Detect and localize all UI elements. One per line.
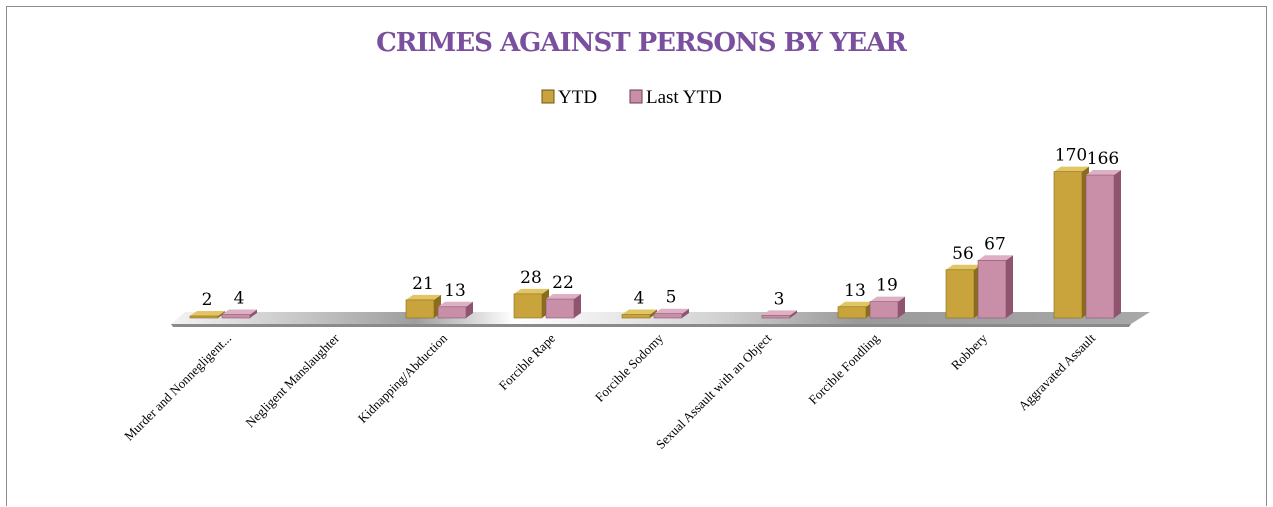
bar-side <box>250 309 257 318</box>
value-label-ytd-forcible-fondling: 13 <box>844 281 866 301</box>
bar-side <box>790 310 797 318</box>
category-label-murder-and-nonnegligent: Murder and Nonnegligent... <box>121 331 234 444</box>
bar-top <box>406 294 441 300</box>
bar-top <box>1086 170 1121 176</box>
bar-last-ytd-sexual-assault-with-an-object <box>761 310 797 319</box>
bar-ytd-forcible-sodomy <box>621 309 657 319</box>
bar-front <box>437 306 467 319</box>
bar-top <box>546 294 581 300</box>
chart-title: CRIMES AGAINST PERSONS BY YEAR <box>376 28 907 58</box>
floor-edge <box>171 324 1131 327</box>
bar-top <box>838 301 873 307</box>
bar-last-ytd-forcible-fondling <box>869 296 905 319</box>
bars <box>189 166 1121 319</box>
bar-side <box>1006 255 1013 318</box>
bar-front <box>1053 171 1083 319</box>
bar-side <box>650 309 657 318</box>
bar-top <box>870 296 905 302</box>
bar-last-ytd-murder-and-nonnegligent <box>221 309 257 319</box>
bar-top <box>946 264 981 270</box>
value-label-last-ytd-forcible-fondling: 19 <box>876 276 898 296</box>
value-label-last-ytd-forcible-sodomy: 5 <box>666 288 677 308</box>
legend: YTD Last YTD <box>541 87 722 108</box>
value-label-last-ytd-sexual-assault-with-an-object: 3 <box>774 289 785 309</box>
bar-side <box>466 301 473 318</box>
legend-label-ytd: YTD <box>558 87 597 108</box>
legend-item-ytd: YTD <box>541 87 597 108</box>
legend-item-last-ytd: Last YTD <box>629 87 722 108</box>
value-label-last-ytd-robbery: 67 <box>984 234 1006 254</box>
bar-top <box>762 310 797 316</box>
bar-ytd-forcible-rape <box>513 288 549 319</box>
bar-top <box>978 255 1013 261</box>
legend-swatch-last-ytd <box>629 89 643 104</box>
category-label-kidnapping-abduction: Kidnapping/Abduction <box>355 330 451 426</box>
category-label-negligent-manslaughter: Negligent Manslaughter <box>242 330 342 430</box>
bar-front <box>405 299 435 319</box>
bar-side <box>574 294 581 318</box>
bar-front <box>869 301 899 319</box>
bar-side <box>682 308 689 318</box>
bar-last-ytd-forcible-sodomy <box>653 308 689 319</box>
bar-front <box>653 313 683 319</box>
category-label-forcible-fondling: Forcible Fondling <box>805 330 882 407</box>
bar-front <box>1085 174 1115 319</box>
bar-top <box>1054 166 1089 172</box>
bar-last-ytd-kidnapping-abduction <box>437 301 473 319</box>
category-label-forcible-rape: Forcible Rape <box>496 330 559 393</box>
value-label-ytd-kidnapping-abduction: 21 <box>412 274 434 294</box>
value-label-last-ytd-murder-and-nonnegligent: 4 <box>234 289 245 309</box>
category-label-robbery: Robbery <box>948 330 991 373</box>
bar-top <box>654 308 689 314</box>
bar-chart: CRIMES AGAINST PERSONS BY YEAR YTD Last … <box>121 28 1150 452</box>
value-label-last-ytd-forcible-rape: 22 <box>552 273 574 293</box>
value-label-ytd-forcible-rape: 28 <box>520 268 542 288</box>
bar-ytd-aggravated-assault <box>1053 166 1089 319</box>
bar-ytd-murder-and-nonnegligent <box>189 311 225 319</box>
category-label-sexual-assault-with-an-object: Sexual Assault with an Object <box>653 330 775 452</box>
value-label-last-ytd-aggravated-assault: 166 <box>1087 149 1119 169</box>
category-label-aggravated-assault: Aggravated Assault <box>1015 330 1098 413</box>
bar-side <box>218 311 225 318</box>
legend-label-last-ytd: Last YTD <box>646 87 722 108</box>
bar-front <box>761 315 791 319</box>
value-label-ytd-robbery: 56 <box>952 244 974 264</box>
legend-swatch-ytd <box>541 89 555 104</box>
chart-frame: CRIMES AGAINST PERSONS BY YEAR YTD Last … <box>6 6 1267 506</box>
bar-ytd-robbery <box>945 264 981 319</box>
bar-top <box>438 301 473 307</box>
bar-front <box>189 315 219 319</box>
bar-ytd-kidnapping-abduction <box>405 294 441 319</box>
bar-top <box>622 309 657 315</box>
bar-front <box>977 260 1007 319</box>
value-label-ytd-aggravated-assault: 170 <box>1055 146 1087 166</box>
bar-last-ytd-aggravated-assault <box>1085 170 1121 319</box>
value-label-last-ytd-kidnapping-abduction: 13 <box>444 281 466 301</box>
category-labels: Murder and Nonnegligent... Negligent Mans… <box>121 330 1098 452</box>
bar-side <box>898 296 905 318</box>
bar-ytd-forcible-fondling <box>837 301 873 319</box>
bar-front <box>513 293 543 319</box>
bar-top <box>222 309 257 315</box>
bar-front <box>221 314 251 319</box>
category-label-forcible-sodomy: Forcible Sodomy <box>592 330 667 405</box>
bar-front <box>837 306 867 319</box>
bar-front <box>545 298 575 319</box>
bar-front <box>945 269 975 319</box>
bar-top <box>514 288 549 294</box>
bar-side <box>1114 170 1121 318</box>
value-label-ytd-forcible-sodomy: 4 <box>634 289 645 309</box>
bar-front <box>621 314 651 319</box>
bar-last-ytd-forcible-rape <box>545 294 581 319</box>
value-label-ytd-murder-and-nonnegligent: 2 <box>202 290 213 310</box>
bar-last-ytd-robbery <box>977 255 1013 319</box>
value-labels: 2 4 21 13 28 22 4 5 3 13 19 56 67 170 166 <box>202 146 1120 310</box>
bar-top <box>190 311 225 316</box>
